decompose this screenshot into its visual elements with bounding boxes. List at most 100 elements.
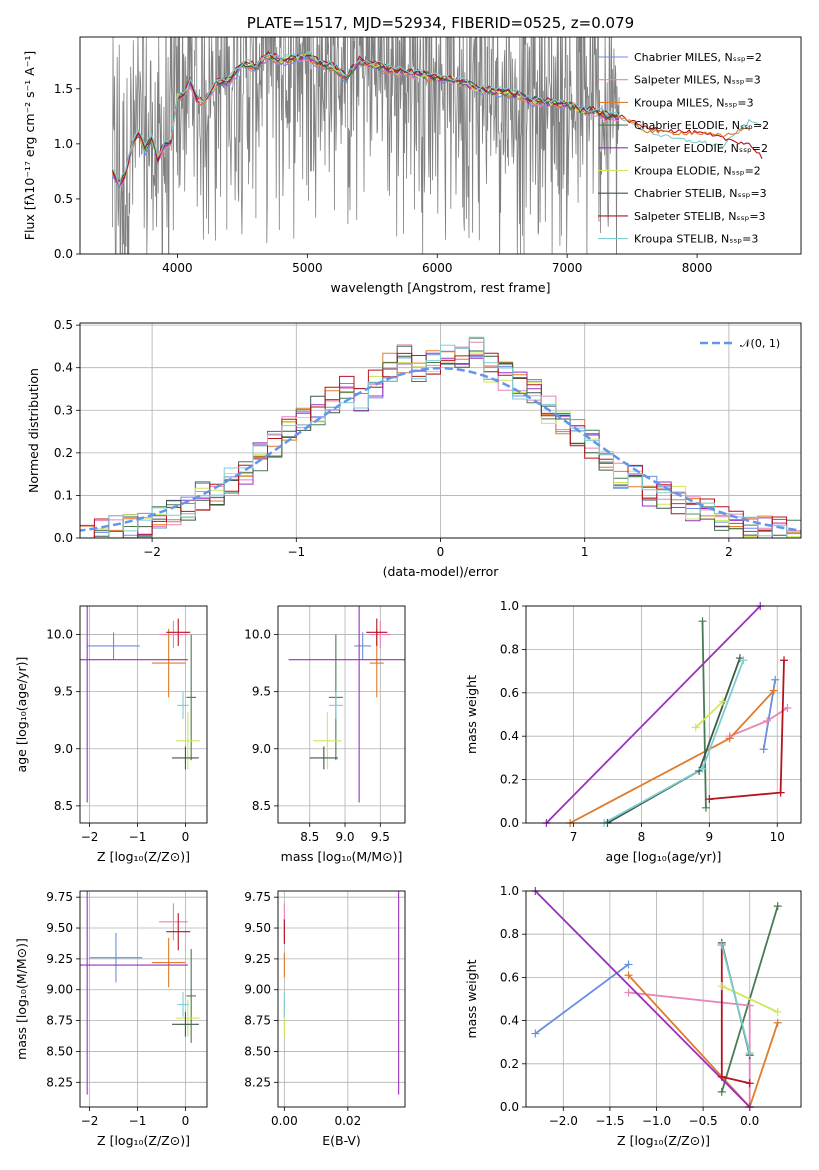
y-tick-label: 9.50 [244,921,271,935]
weight-marker [769,686,778,695]
weight-marker [718,697,727,706]
plot-area [288,606,405,803]
ticks: −2.0 −1.5 −1.0 −0.5 0.0 0.0 0.2 0.4 0.6 0.8 1.0 [500,884,759,1128]
model-spectrum-extension-line [618,114,763,160]
x-tick-label: 7000 [552,261,583,275]
ticks: 8.5 9.0 9.5 8.5 9.0 9.5 10.0 [244,628,390,844]
model-spectrum-extension-line [618,115,750,138]
y-tick-label: 8.5 [252,799,271,813]
y-tick-label: 0.2 [500,1057,519,1071]
weight-marker [717,1087,726,1096]
axes-frame [79,36,802,255]
y-tick-label: 0.0 [500,816,519,830]
y-tick-label: 0.4 [54,361,73,375]
weight-marker [745,1079,754,1088]
y-axis-label: mass [log₁₀(M/M⊙)] [14,938,29,1060]
x-tick-label: −2 [81,1114,99,1128]
axes-frame [79,605,208,824]
weight-marker [773,902,782,911]
weight-line [534,963,630,1035]
y-axis-label: Normed distribution [26,368,41,493]
weight-marker [759,745,768,754]
panel-1: 4000 5000 6000 7000 8000 0.0 0.5 1.0 1.5 waveleng… [22,14,802,295]
x-axis-label: (data-model)/error [383,564,500,579]
y-tick-label: 0.2 [500,773,519,787]
y-tick-label: 1.0 [500,599,519,613]
y-tick-label: 0.6 [500,970,519,984]
x-tick-label: 0.02 [334,1114,361,1128]
x-tick-label: 8 [638,830,646,844]
x-tick-label: 0 [182,830,190,844]
x-tick-label: −1 [129,830,147,844]
legend: 𝒩(0, 1) [700,337,780,350]
y-tick-label: 8.50 [46,1044,73,1058]
weight-line [695,700,724,729]
x-tick-label: 9 [706,830,714,844]
y-tick-label: 10.0 [244,628,271,642]
grid [80,606,207,823]
legend-label: Chabrier ELODIE, Nₛₛₚ=2 [634,119,769,132]
normal-curve [80,366,801,532]
x-axis-label: Z [log₁₀(Z/Z⊙)] [97,849,190,864]
panel-8: −2.0 −1.5 −1.0 −0.5 0.0 0.0 0.2 0.4 0.6 0.8 1.0 Z [… [464,884,802,1148]
x-tick-label: −0.5 [689,1114,718,1128]
legend-label: 𝒩(0, 1) [740,337,780,350]
y-tick-label: 0.8 [500,927,519,941]
grid [278,606,405,823]
y-tick-label: 9.0 [54,742,73,756]
plot-area [80,891,200,1095]
y-tick-label: 0.8 [500,642,519,656]
panel-5: 7 8 9 10 0.0 0.2 0.4 0.6 0.8 1.0 age [log₁₀(age/yr… [464,599,802,864]
x-tick-label: −1.0 [642,1114,671,1128]
panel-4: 8.5 9.0 9.5 8.5 9.0 9.5 10.0 mass [log₁₀(M/M⊙)] [244,605,406,864]
ticks: 4000 5000 6000 7000 8000 0.0 0.5 1.0 1.5 [54,82,712,275]
x-tick-label: 0 [437,545,445,559]
legend-label: Salpeter STELIB, Nₛₛₚ=3 [634,210,766,223]
weight-marker [705,795,714,804]
x-axis-label: age [log₁₀(age/yr)] [606,849,722,864]
chart-title: PLATE=1517, MJD=52934, FIBERID=0525, z=0… [247,14,634,32]
weight-line [627,974,779,1107]
panel-2: −2 −1 0 1 2 0.0 0.1 0.2 0.3 0.4 0.5 (data-model)/er… [26,318,802,579]
y-tick-label: 8.25 [244,1075,271,1089]
y-axis-label: age [log₁₀(age/yr)] [14,657,29,773]
weight-marker [771,675,780,684]
legend-label: Salpeter MILES, Nₛₛₚ=3 [634,74,761,87]
weight-marker [725,734,734,743]
axes-frame [79,322,802,539]
y-axis-label: Flux [fλ10⁻¹⁷ erg cm⁻² s⁻¹ A⁻¹] [22,51,37,240]
legend-label: Kroupa ELODIE, Nₛₛₚ=2 [634,165,761,178]
legend-label: Chabrier STELIB, Nₛₛₚ=3 [634,187,767,200]
weight-marker [763,717,772,726]
y-tick-label: 9.25 [244,952,271,966]
weight-marker [698,764,707,773]
y-tick-label: 1.0 [500,884,519,898]
panels: 4000 5000 6000 7000 80000.00.51.01.5waveleng… [14,14,802,1148]
y-tick-label: 0.4 [500,1014,519,1028]
ticks: 0.00 0.02 8.25 8.50 8.75 9.00 9.25 9.50 9.75 [244,890,361,1128]
x-axis-label: Z [log₁₀(Z/Z⊙)] [617,1133,710,1148]
x-tick-label: 8000 [682,261,713,275]
ticks: 7 8 9 10 0.0 0.2 0.4 0.6 0.8 1.0 [500,599,785,844]
x-tick-label: 10 [770,830,785,844]
x-tick-label: 0.0 [740,1114,759,1128]
y-tick-label: 0.0 [54,531,73,545]
weight-marker [717,941,726,949]
x-tick-label: −2 [81,830,99,844]
weight-marker [745,1049,754,1057]
x-axis-label: Z [log₁₀(Z/Z⊙)] [97,1133,190,1148]
y-tick-label: 9.75 [46,890,73,904]
weight-marker [773,1018,782,1027]
axes-frame [277,890,406,1108]
y-tick-label: 0.2 [54,446,73,460]
y-tick-label: 9.25 [46,952,73,966]
weight-marker [624,988,633,997]
y-tick-label: 9.0 [252,742,271,756]
x-tick-label: −2 [143,545,161,559]
x-tick-label: 6000 [422,261,453,275]
y-tick-label: 9.00 [244,983,271,997]
y-tick-label: 0.3 [54,403,73,417]
y-tick-label: 8.50 [244,1044,271,1058]
weight-marker [531,1029,540,1038]
y-tick-label: 1.5 [54,82,73,96]
